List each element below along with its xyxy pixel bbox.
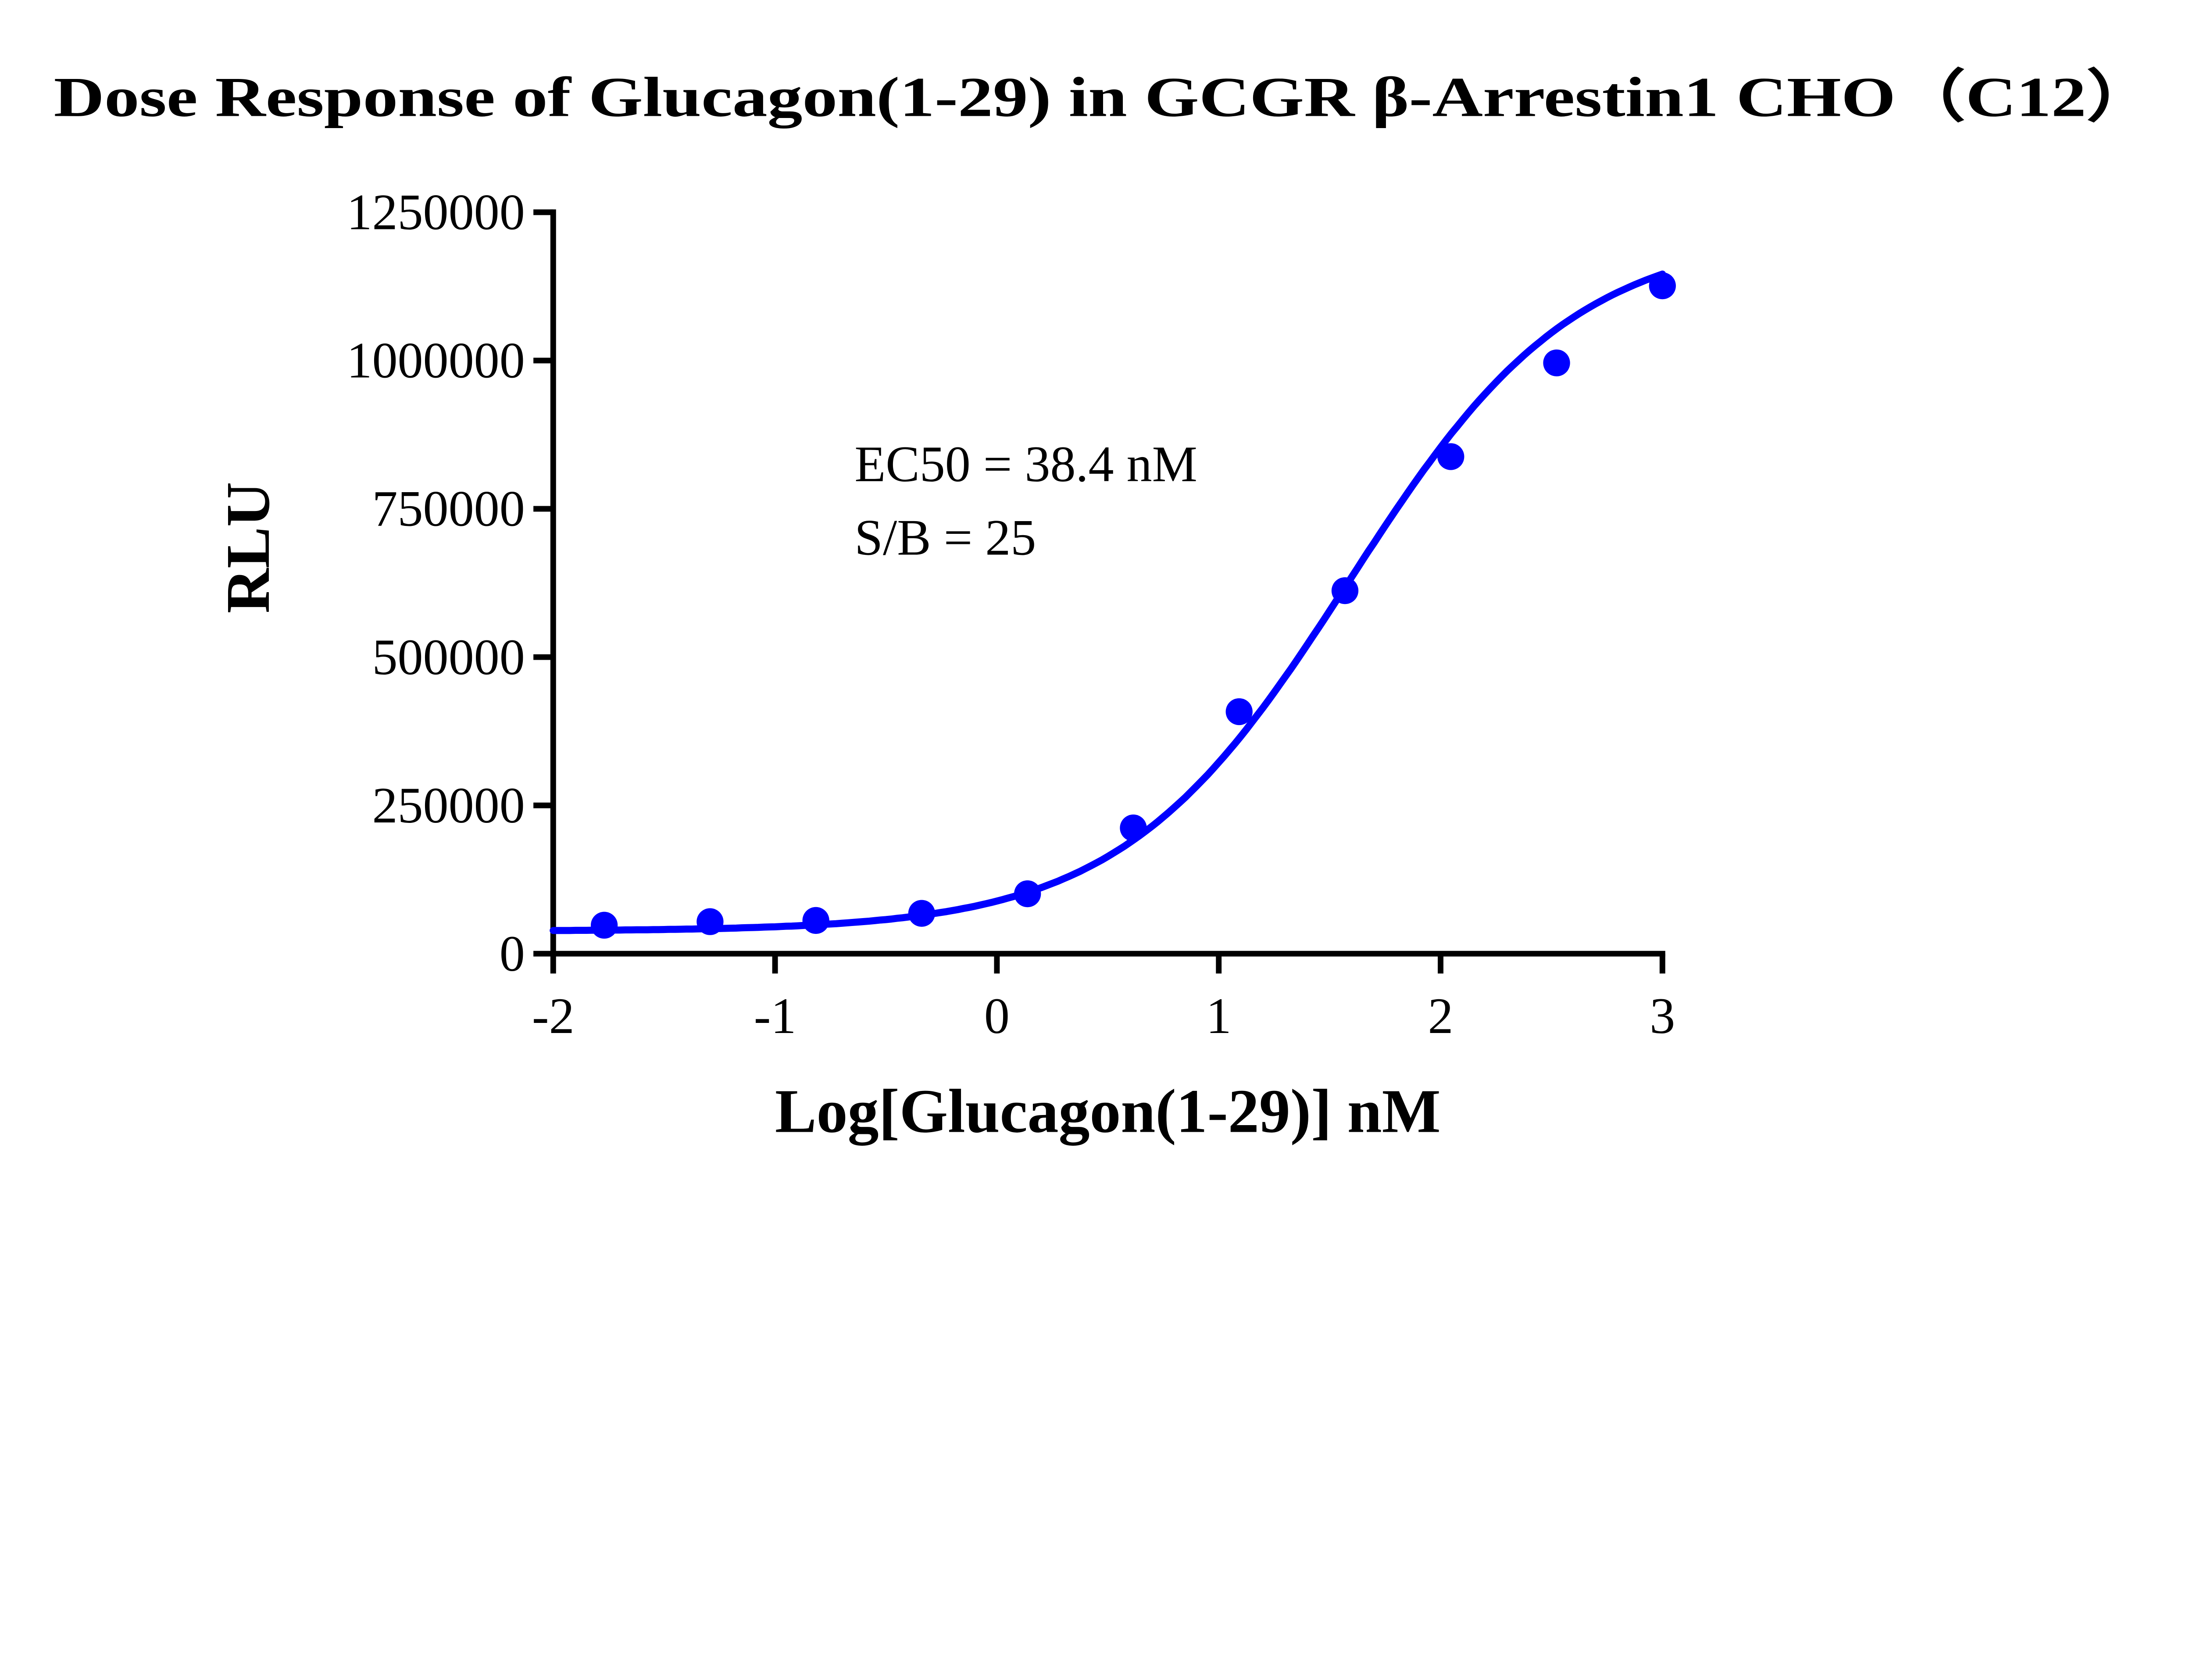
data-point bbox=[908, 900, 936, 927]
fit-curve bbox=[550, 270, 1666, 934]
x-tick-label: 3 bbox=[1650, 988, 1675, 1044]
y-tick-label: 1250000 bbox=[346, 185, 525, 241]
chart-title: Dose Response of Glucagon(1-29) in GCGR … bbox=[54, 66, 2157, 129]
y-axis-label: RLU bbox=[214, 482, 282, 614]
data-point bbox=[1014, 880, 1041, 908]
data-point bbox=[802, 907, 829, 934]
x-axis-label: Log[Glucagon(1-29)] nM bbox=[775, 1077, 1441, 1146]
data-point bbox=[696, 908, 724, 935]
x-tick-label: 1 bbox=[1206, 988, 1232, 1044]
data-point bbox=[1120, 814, 1147, 842]
y-tick-label: 250000 bbox=[372, 778, 525, 834]
x-tick-label: -1 bbox=[754, 988, 796, 1044]
x-tick-label: -2 bbox=[532, 988, 575, 1044]
y-tick-label: 0 bbox=[500, 926, 525, 982]
data-point bbox=[1649, 272, 1676, 300]
ec50-annotation: EC50 = 38.4 nM bbox=[854, 436, 1197, 493]
data-point bbox=[1437, 443, 1464, 470]
data-point bbox=[590, 911, 618, 939]
y-tick-label: 750000 bbox=[372, 481, 525, 537]
y-tick-label: 500000 bbox=[372, 629, 525, 686]
data-point bbox=[1225, 698, 1253, 726]
dose-response-chart: Dose Response of Glucagon(1-29) in GCGR … bbox=[54, 66, 2157, 1146]
data-point bbox=[1331, 577, 1359, 604]
x-tick-label: 0 bbox=[984, 988, 1010, 1044]
y-tick-label: 1000000 bbox=[346, 333, 525, 389]
data-point bbox=[1543, 349, 1570, 376]
sb-annotation: S/B = 25 bbox=[854, 510, 1036, 566]
x-tick-label: 2 bbox=[1428, 988, 1453, 1044]
